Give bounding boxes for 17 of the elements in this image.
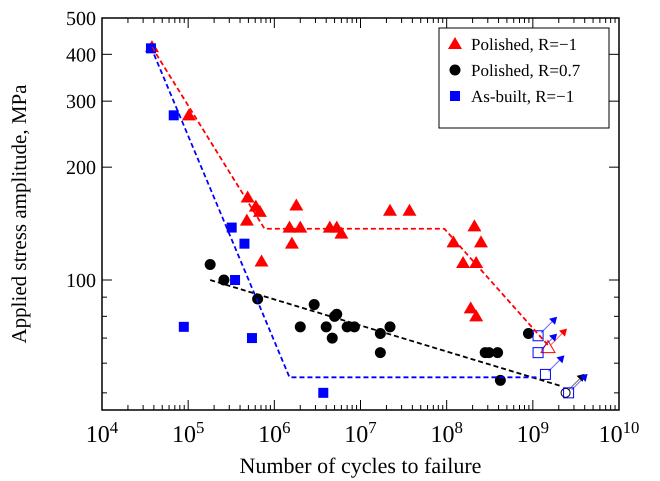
legend-label: Polished, R=0.7: [471, 61, 581, 80]
x-tick-label: 10$^{5}$: [172, 418, 204, 448]
y-tick-label: 100: [66, 270, 96, 292]
x-tick-label: 10$^{6}$: [258, 418, 291, 448]
legend-label: Polished, R=−1: [471, 35, 578, 54]
x-tick-label: 10$^{10}$: [598, 418, 640, 448]
x-axis-title: Number of cycles to failure: [240, 453, 482, 478]
x-tick-label: 10$^{7}$: [344, 418, 377, 448]
x-tick-label: 10$^{9}$: [516, 418, 550, 448]
legend-label: As-built, R=−1: [471, 87, 574, 106]
y-tick-label: 300: [66, 91, 96, 114]
y-tick-label: 200: [66, 157, 96, 180]
y-axis-title: Applied stress amplitude, MPa: [7, 84, 31, 344]
x-tick-label: 10$^{4}$: [86, 418, 119, 448]
y-tick-label: 400: [66, 44, 96, 66]
y-tick-label: 500: [66, 8, 96, 30]
x-tick-label: 10$^{8}$: [430, 418, 463, 448]
